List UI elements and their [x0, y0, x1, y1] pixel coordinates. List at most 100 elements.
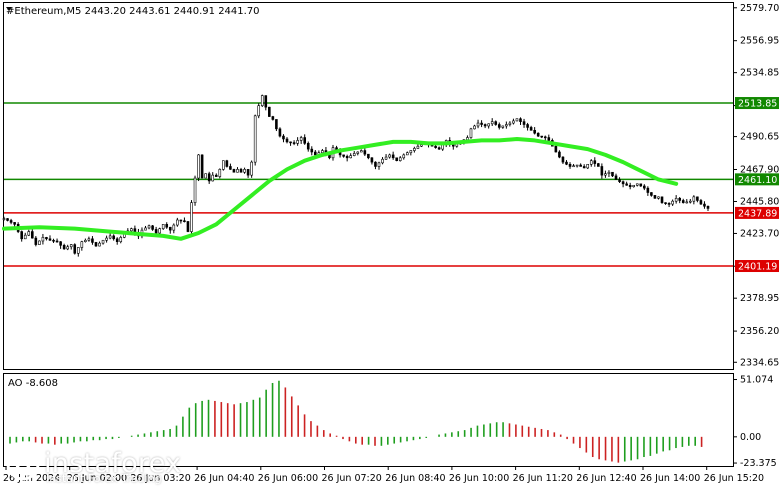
- candle-body: [285, 138, 289, 143]
- candle-body: [229, 166, 232, 170]
- candle-body: [671, 200, 674, 205]
- time-tick-label: 26 Jun 04:40: [194, 473, 254, 484]
- candle-body: [692, 196, 696, 202]
- candle-body: [466, 137, 469, 141]
- candle-body: [314, 151, 317, 156]
- time-axis: 26 Jun 2024 26 Jun 02:00 26 Jun 03:20 26 Ju…: [3, 466, 764, 484]
- candle-body: [522, 121, 526, 125]
- candle-body: [540, 135, 544, 138]
- candle-body: [614, 175, 618, 180]
- candle-body: [515, 118, 519, 122]
- candle-body: [253, 115, 257, 163]
- time-tick-label: 26 Jun 11:20: [513, 473, 573, 484]
- candle-body: [130, 228, 133, 232]
- candle-body: [568, 164, 572, 167]
- time-tick-label: 26 Jun 15:20: [704, 473, 764, 484]
- candle-body: [575, 164, 579, 167]
- instaforex-logo: instaforex Instant Forex Trading: [6, 442, 182, 486]
- candle-body: [370, 157, 374, 163]
- price-tick-label: 2467.90: [740, 165, 779, 176]
- candle-body: [38, 240, 41, 245]
- ao-axis: 51.074 0.00 -23.375: [733, 375, 777, 469]
- candle-body: [257, 105, 261, 117]
- candle-body: [168, 226, 172, 231]
- candle-body: [9, 220, 13, 223]
- candle-body: [611, 171, 614, 177]
- level-tag: [735, 206, 779, 219]
- candle-body: [508, 122, 512, 125]
- price-tick-label: 2579.70: [740, 3, 779, 14]
- level-tag: [735, 97, 779, 110]
- level-tag: [735, 173, 779, 186]
- candle-body: [363, 150, 367, 155]
- candle-body: [41, 237, 45, 242]
- price-tick-label: 2534.85: [740, 68, 779, 79]
- candle-body: [667, 203, 671, 205]
- horizontal-levels: [4, 102, 733, 267]
- candle-body: [52, 239, 55, 242]
- ao-label: AO -8.608: [8, 378, 58, 389]
- candle-body: [593, 160, 597, 164]
- candle-body: [377, 162, 381, 167]
- candle-body: [536, 132, 540, 137]
- candle-body: [395, 157, 398, 161]
- candle-body: [260, 95, 264, 107]
- candle-body: [151, 225, 154, 230]
- candle-body: [561, 156, 565, 163]
- candle-body: [621, 181, 625, 185]
- candle-body: [367, 153, 370, 159]
- candle-body: [321, 150, 324, 154]
- candle-body: [112, 235, 115, 240]
- candle-body: [275, 119, 278, 130]
- level-tags: 2513.85 2461.10 2437.89 2401.19: [735, 97, 779, 273]
- candle-body: [703, 203, 706, 207]
- candle-body: [618, 179, 621, 182]
- candle-body: [391, 154, 395, 159]
- candle-body: [204, 173, 207, 179]
- symbol-menu-icon[interactable]: [6, 7, 12, 11]
- candle-body: [589, 160, 593, 165]
- candle-body: [264, 95, 268, 108]
- logo-brand: instaforex: [44, 448, 182, 479]
- candle-body: [211, 174, 215, 182]
- candle-body: [374, 161, 377, 167]
- candle-body: [165, 224, 169, 228]
- candle-body: [186, 221, 190, 232]
- candle-body: [625, 183, 628, 186]
- candle-body: [23, 234, 27, 240]
- candle-body: [388, 154, 391, 158]
- candle-body: [689, 200, 692, 203]
- candle-body: [91, 238, 94, 243]
- moving-average: [2, 136, 679, 241]
- time-tick-label: 26 Jun 14:00: [640, 473, 700, 484]
- candle-body: [653, 195, 657, 199]
- candle-body: [405, 152, 409, 156]
- ao-tick-label: 0.00: [740, 432, 761, 443]
- candle-body: [101, 239, 105, 244]
- candle-body: [381, 158, 384, 164]
- candle-body: [73, 244, 77, 254]
- candle-body: [604, 173, 607, 176]
- level-tag-label: 2461.10: [738, 175, 777, 186]
- candle-body: [469, 128, 473, 138]
- candle-body: [345, 156, 349, 159]
- candle-body: [197, 154, 200, 179]
- candle-body: [409, 150, 413, 154]
- logo-tagline: Instant Forex Trading: [46, 472, 162, 485]
- candle-body: [115, 238, 119, 242]
- candle-body: [236, 169, 239, 173]
- candle-body: [172, 224, 176, 231]
- ao-histogram: [9, 380, 703, 463]
- candle-body: [664, 202, 667, 204]
- candle-body: [6, 218, 9, 221]
- candle-body: [296, 140, 299, 144]
- candle-body: [299, 137, 303, 141]
- price-tick-label: 2356.20: [740, 326, 779, 337]
- candle-body: [183, 220, 186, 223]
- candle-body: [94, 242, 98, 247]
- candle-body: [572, 165, 575, 168]
- level-tag-label: 2437.89: [738, 208, 777, 219]
- candle-body: [66, 246, 69, 250]
- candle-body: [62, 245, 66, 250]
